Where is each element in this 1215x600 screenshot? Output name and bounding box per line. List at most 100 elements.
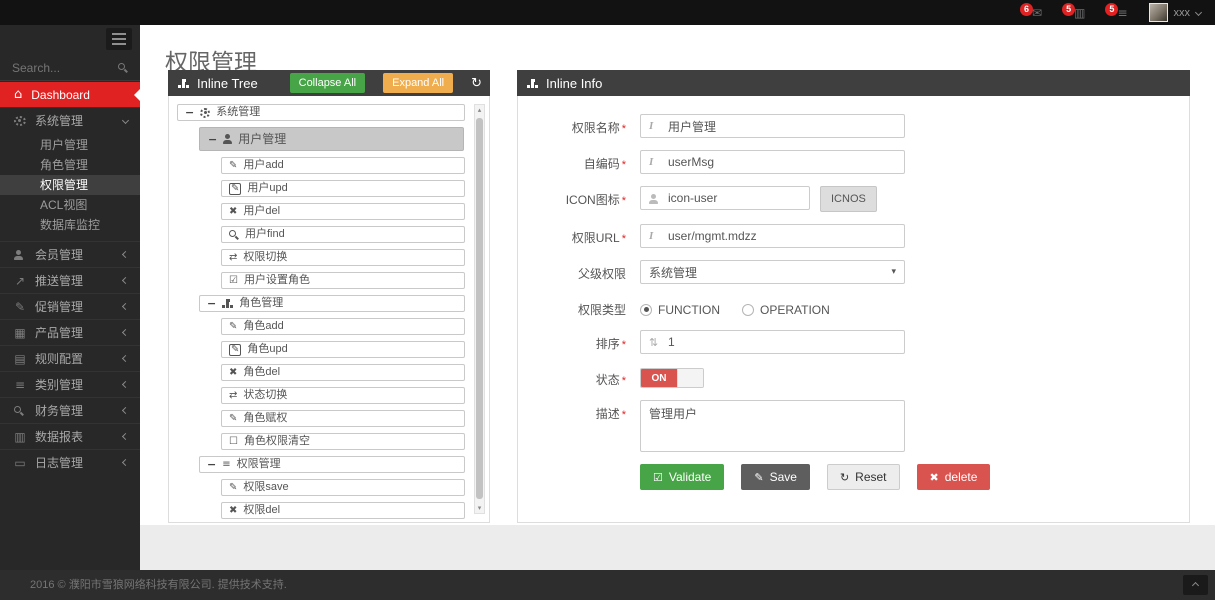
sidebar-subitem-0-1[interactable]: 角色管理 xyxy=(40,158,89,172)
tree-node[interactable]: ✎ 角色upd xyxy=(221,341,465,358)
tree-node-label: 用户upd xyxy=(247,182,288,194)
sidebar-item-1[interactable]: 会员管理 xyxy=(0,241,140,267)
tree-node[interactable]: ☑ 用户设置角色 xyxy=(221,272,465,289)
sidebar-item-label: 系统管理 xyxy=(35,114,84,128)
tree-node[interactable]: ✖ 角色del xyxy=(221,364,465,381)
radio-option-function[interactable]: FUNCTION xyxy=(640,301,720,318)
news-icon: ▤ xyxy=(14,351,26,366)
icon-code-field xyxy=(640,186,810,210)
expand-all-button[interactable]: Expand All xyxy=(383,73,454,93)
description-textarea[interactable]: 管理用户 xyxy=(640,400,905,452)
scroll-up-icon[interactable]: ▴ xyxy=(477,106,482,114)
sidebar-toggle-button[interactable] xyxy=(106,28,132,50)
tree-node[interactable]: 用户find xyxy=(221,226,465,243)
pencil-icon: ✎ xyxy=(229,412,238,424)
sidebar-item-9[interactable]: ▭ 日志管理 xyxy=(0,449,140,475)
sidebar-item-label: 财务管理 xyxy=(35,404,84,418)
icon-code-input[interactable] xyxy=(641,187,809,209)
arrow-icon: ↗ xyxy=(14,273,26,288)
tree-node[interactable]: ⇄ 权限切换 xyxy=(221,249,465,266)
sidebar-item-8[interactable]: ▥ 数据报表 xyxy=(0,423,140,449)
field-control: 系统管理 ▾ xyxy=(640,260,905,284)
sidebar-item-3[interactable]: ✎ 促销管理 xyxy=(0,293,140,319)
notifications-tasks[interactable]: 5 ≡ xyxy=(1105,2,1128,20)
sidebar-item-label: 促销管理 xyxy=(35,300,84,314)
tree-node[interactable]: ☐ 角色权限清空 xyxy=(221,433,465,450)
notifications-reports[interactable]: 5 ▥ xyxy=(1062,2,1085,20)
collapse-icon[interactable]: − xyxy=(207,297,217,310)
x-icon: ✖ xyxy=(929,470,939,484)
chevron-left-icon xyxy=(121,250,130,259)
scrollbar-thumb[interactable] xyxy=(476,118,483,499)
mag-icon xyxy=(14,405,26,416)
required-asterisk: * xyxy=(621,123,626,135)
list-icon: ≡ xyxy=(14,377,26,392)
search-icon[interactable] xyxy=(118,62,128,73)
sidebar-item-dashboard[interactable]: ⌂ Dashboard xyxy=(0,82,140,107)
tree-node[interactable]: − ≡ 权限管理 xyxy=(199,456,465,473)
field-label-text: 排序 xyxy=(595,337,620,351)
bottom-band xyxy=(140,525,1215,570)
sidebar-item-label: 规则配置 xyxy=(35,352,84,366)
tree-node[interactable]: − 系统管理 xyxy=(177,104,465,121)
delete-button[interactable]: ✖ delete xyxy=(916,464,991,490)
required-asterisk: * xyxy=(621,159,626,171)
collapse-icon[interactable]: − xyxy=(185,106,195,119)
tree-node[interactable]: ✎ 角色赋权 xyxy=(221,410,465,427)
sidebar-item-6[interactable]: ≡ 类别管理 xyxy=(0,371,140,397)
sidebar-subitem-0-2[interactable]: 权限管理 xyxy=(0,175,140,195)
collapse-icon[interactable]: − xyxy=(208,132,218,146)
sidebar-subitem-0-4[interactable]: 数据库监控 xyxy=(40,218,101,232)
self-code-input[interactable] xyxy=(641,151,904,173)
tree-node-label: 角色权限清空 xyxy=(243,435,310,447)
tree-node[interactable]: − 用户管理 xyxy=(199,127,464,151)
inline-tree-title: Inline Tree xyxy=(197,75,258,91)
tree-node[interactable]: ✎ 用户upd xyxy=(221,180,465,197)
tree-scrollbar[interactable]: ▴ ▾ xyxy=(474,104,485,514)
sidebar-item-label: 会员管理 xyxy=(35,248,84,262)
user-menu[interactable]: xxx xyxy=(1148,3,1203,22)
tree-node[interactable]: ✖ 用户del xyxy=(221,203,465,220)
tree-node[interactable]: ⇄ 状态切换 xyxy=(221,387,465,404)
sidebar-menu: ⌂ Dashboard 系统管理用户管理角色管理权限管理 ACL视图数据库监控会员… xyxy=(0,82,140,475)
radio-option-operation[interactable]: OPERATION xyxy=(742,301,830,318)
tree-node[interactable]: ✎ 用户add xyxy=(221,157,465,174)
scroll-to-top-button[interactable] xyxy=(1183,575,1208,595)
tree-node[interactable]: − 角色管理 xyxy=(199,295,465,312)
sidebar-item-4[interactable]: ▦ 产品管理 xyxy=(0,319,140,345)
sort-order-input[interactable] xyxy=(641,331,904,353)
validate-button[interactable]: ☑ Validate xyxy=(640,464,725,490)
inline-tree-body: − 系统管理 − 用户管理 ✎ 用户add ✎ 用户upd ✖ 用户del 用户find ⇄ 权限切换 ☑… xyxy=(168,96,490,523)
tree-node-label: 用户del xyxy=(243,205,281,217)
notifications-mail[interactable]: 6 ✉ xyxy=(1020,2,1042,20)
sidebar-subitem-0-3[interactable]: ACL视图 xyxy=(40,198,88,212)
scroll-down-icon[interactable]: ▾ xyxy=(477,504,482,512)
tree-node[interactable]: ✎ 权限save xyxy=(221,479,465,496)
collapse-all-button[interactable]: Collapse All xyxy=(289,73,366,93)
search-input[interactable] xyxy=(12,60,118,75)
collapse-icon[interactable]: − xyxy=(207,458,217,471)
sidebar-item-7[interactable]: 财务管理 xyxy=(0,397,140,423)
chevron-left-icon xyxy=(121,432,130,441)
sidebar-subitem-0-0[interactable]: 用户管理 xyxy=(40,138,89,152)
sidebar-item-0[interactable]: 系统管理 xyxy=(0,107,140,133)
refresh-icon[interactable]: ↻ xyxy=(471,75,482,91)
pencil-icon: ✎ xyxy=(754,470,764,484)
tree-node[interactable]: ✎ 角色add xyxy=(221,318,465,335)
chevron-left-icon xyxy=(121,380,130,389)
icnos-button[interactable]: ICNOS xyxy=(820,186,877,212)
parent-permission-select[interactable]: 系统管理 ▾ xyxy=(640,260,905,284)
chevron-left-icon xyxy=(121,406,130,415)
sidebar-item-2[interactable]: ↗ 推送管理 xyxy=(0,267,140,293)
reset-button[interactable]: ↻ Reset xyxy=(826,464,900,490)
tree-node-label: 权限切换 xyxy=(243,251,288,263)
sidebar-item-5[interactable]: ▤ 规则配置 xyxy=(0,345,140,371)
field-label: 权限URL * xyxy=(518,224,626,248)
permission-name-input[interactable] xyxy=(641,115,904,137)
required-asterisk: * xyxy=(621,409,626,421)
save-button[interactable]: ✎ Save xyxy=(741,464,810,490)
tree-node[interactable]: ✖ 权限del xyxy=(221,502,465,519)
permission-url-input[interactable] xyxy=(641,225,904,247)
status-toggle[interactable]: ON xyxy=(640,368,704,388)
chevron-left-icon xyxy=(121,458,130,467)
